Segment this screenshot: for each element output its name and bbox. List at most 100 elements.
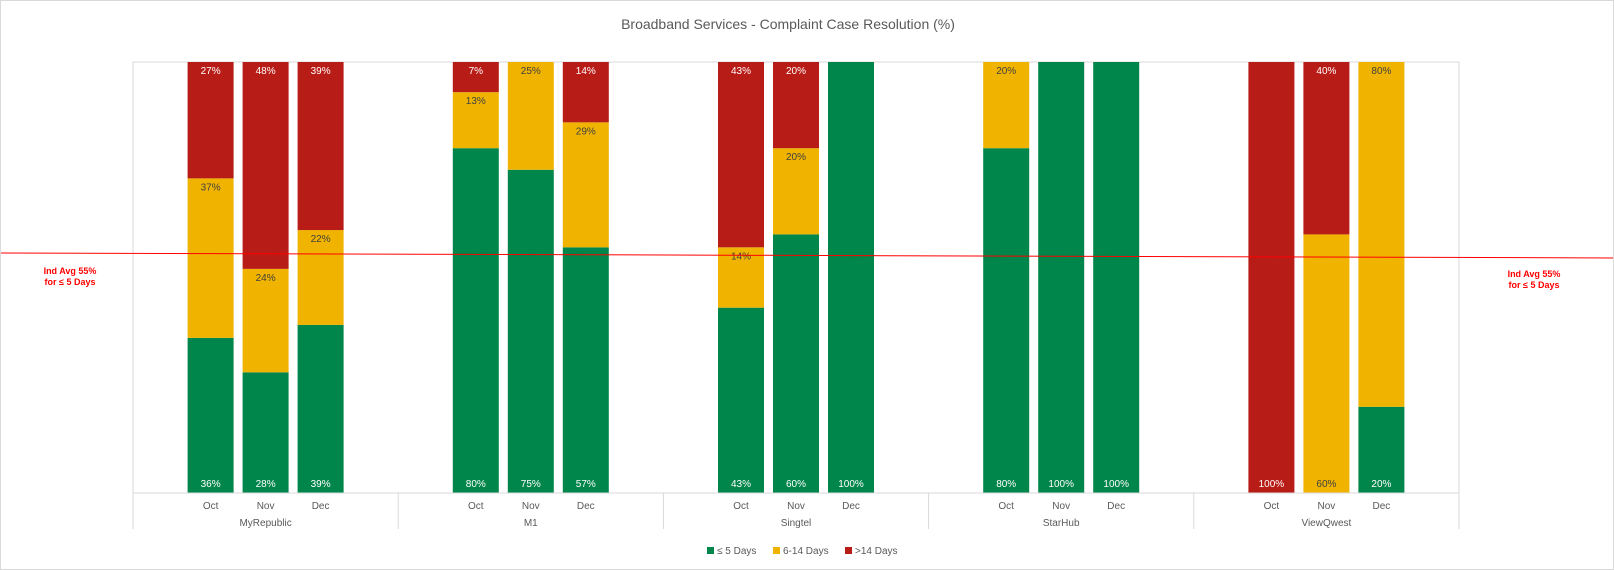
label-myrepublic-nov-gt14days: 48% <box>256 66 276 77</box>
chart-title: Broadband Services - Complaint Case Reso… <box>621 16 955 32</box>
label-myrepublic-oct-6to14days: 37% <box>201 182 221 193</box>
ref-label-left-line1: Ind Avg 55% <box>44 266 97 276</box>
bar-myrepublic-oct-6to14days <box>187 178 234 338</box>
bar-singtel-nov-6to14days <box>773 148 819 235</box>
bar-viewqwest-oct-gt14days <box>1248 62 1295 493</box>
bar-myrepublic-nov-le5days <box>242 372 289 493</box>
label-m1-oct-le5days: 80% <box>466 479 486 490</box>
bar-singtel-nov-gt14days <box>773 62 819 149</box>
tick-myrepublic-oct: Oct <box>203 501 219 512</box>
label-starhub-oct-le5days: 80% <box>996 479 1016 490</box>
bar-viewqwest-dec-6to14days <box>1358 62 1405 407</box>
group-label-viewqwest: ViewQwest <box>1301 518 1351 529</box>
tick-singtel-dec: Dec <box>842 501 860 512</box>
label-viewqwest-nov-gt14days: 40% <box>1316 66 1336 77</box>
bar-myrepublic-nov-gt14days <box>242 62 289 269</box>
label-starhub-oct-6to14days: 20% <box>996 66 1016 77</box>
bar-m1-dec-le5days <box>562 247 609 493</box>
legend-swatch-gt14days <box>845 547 852 554</box>
label-myrepublic-dec-le5days: 39% <box>311 479 331 490</box>
bar-m1-nov-6to14days <box>507 62 554 170</box>
tick-starhub-nov: Nov <box>1052 501 1070 512</box>
legend-label-gt14days: >14 Days <box>855 546 898 557</box>
label-singtel-oct-gt14days: 43% <box>731 66 751 77</box>
bar-m1-oct-6to14days <box>452 92 499 149</box>
bar-myrepublic-dec-le5days <box>297 324 344 493</box>
group-label-singtel: Singtel <box>781 518 812 529</box>
bar-m1-dec-6to14days <box>562 122 609 248</box>
legend-label-le5days: ≤ 5 Days <box>717 546 756 557</box>
tick-m1-oct: Oct <box>468 501 484 512</box>
bar-viewqwest-nov-6to14days <box>1303 234 1350 493</box>
label-myrepublic-oct-gt14days: 27% <box>201 66 221 77</box>
label-m1-oct-6to14days: 13% <box>466 96 486 107</box>
tick-starhub-dec: Dec <box>1107 501 1125 512</box>
tick-myrepublic-nov: Nov <box>257 501 275 512</box>
bar-singtel-dec-le5days <box>828 62 874 493</box>
bar-m1-oct-le5days <box>452 148 499 493</box>
bar-singtel-oct-gt14days <box>718 62 764 248</box>
group-label-starhub: StarHub <box>1043 518 1080 529</box>
bar-viewqwest-dec-le5days <box>1358 406 1405 493</box>
legend-swatch-6to14days <box>773 547 780 554</box>
label-m1-dec-gt14days: 14% <box>576 66 596 77</box>
tick-m1-dec: Dec <box>577 501 595 512</box>
group-label-m1: M1 <box>524 518 538 529</box>
label-m1-nov-le5days: 75% <box>521 479 541 490</box>
bar-starhub-dec-le5days <box>1093 62 1140 493</box>
legend-swatch-le5days <box>707 547 714 554</box>
bar-starhub-nov-le5days <box>1038 62 1085 493</box>
tick-singtel-oct: Oct <box>733 501 749 512</box>
ref-label-right-line1: Ind Avg 55% <box>1508 269 1561 279</box>
bar-myrepublic-oct-gt14days <box>187 62 234 179</box>
label-myrepublic-oct-le5days: 36% <box>201 479 221 490</box>
label-viewqwest-dec-6to14days: 80% <box>1371 66 1391 77</box>
bar-myrepublic-oct-le5days <box>187 337 234 493</box>
label-viewqwest-nov-6to14days: 60% <box>1316 479 1336 490</box>
tick-starhub-oct: Oct <box>998 501 1014 512</box>
label-singtel-dec-le5days: 100% <box>838 479 864 490</box>
bar-viewqwest-nov-gt14days <box>1303 62 1350 235</box>
label-m1-nov-6to14days: 25% <box>521 66 541 77</box>
legend: ≤ 5 Days 6-14 Days >14 Days <box>707 546 898 557</box>
label-viewqwest-dec-le5days: 20% <box>1371 479 1391 490</box>
reference-line-group: Ind Avg 55% for ≤ 5 Days Ind Avg 55% for… <box>1 252 1613 290</box>
label-starhub-dec-le5days: 100% <box>1103 479 1129 490</box>
label-myrepublic-nov-6to14days: 24% <box>256 273 276 284</box>
label-singtel-oct-le5days: 43% <box>731 479 751 490</box>
label-myrepublic-dec-6to14days: 22% <box>311 234 331 245</box>
tick-viewqwest-nov: Nov <box>1318 501 1336 512</box>
tick-viewqwest-oct: Oct <box>1264 501 1280 512</box>
industry-average-line <box>1 252 1613 259</box>
bar-m1-nov-le5days <box>507 169 554 493</box>
label-singtel-oct-6to14days: 14% <box>731 251 751 262</box>
ref-label-right-line2: for ≤ 5 Days <box>1509 280 1560 290</box>
legend-label-6to14days: 6-14 Days <box>783 546 829 557</box>
label-m1-dec-le5days: 57% <box>576 479 596 490</box>
tick-singtel-nov: Nov <box>787 501 805 512</box>
ref-label-left-line2: for ≤ 5 Days <box>45 277 96 287</box>
plot-area: 36% 37% 27% Oct 28% 24% 48% Nov 39% 22% 39% Dec MyRe… <box>132 61 1460 529</box>
bar-singtel-oct-6to14days <box>718 247 764 308</box>
label-viewqwest-oct-gt14days: 100% <box>1259 479 1285 490</box>
tick-myrepublic-dec: Dec <box>312 501 330 512</box>
bar-m1-dec-gt14days <box>562 62 609 123</box>
label-m1-oct-gt14days: 7% <box>469 66 484 77</box>
bar-singtel-oct-le5days <box>718 307 764 493</box>
label-myrepublic-dec-gt14days: 39% <box>311 66 331 77</box>
label-m1-dec-6to14days: 29% <box>576 126 596 137</box>
bar-myrepublic-dec-gt14days <box>297 62 344 231</box>
label-starhub-nov-le5days: 100% <box>1048 479 1074 490</box>
bar-singtel-nov-le5days <box>773 234 819 493</box>
tick-viewqwest-dec: Dec <box>1373 501 1391 512</box>
label-singtel-nov-le5days: 60% <box>786 479 806 490</box>
bar-starhub-oct-6to14days <box>983 62 1030 149</box>
label-singtel-nov-gt14days: 20% <box>786 66 806 77</box>
bar-m1-oct-gt14days <box>452 62 499 93</box>
bar-myrepublic-nov-6to14days <box>242 268 289 373</box>
group-label-myrepublic: MyRepublic <box>239 518 291 529</box>
label-myrepublic-nov-le5days: 28% <box>256 479 276 490</box>
label-singtel-nov-6to14days: 20% <box>786 152 806 163</box>
